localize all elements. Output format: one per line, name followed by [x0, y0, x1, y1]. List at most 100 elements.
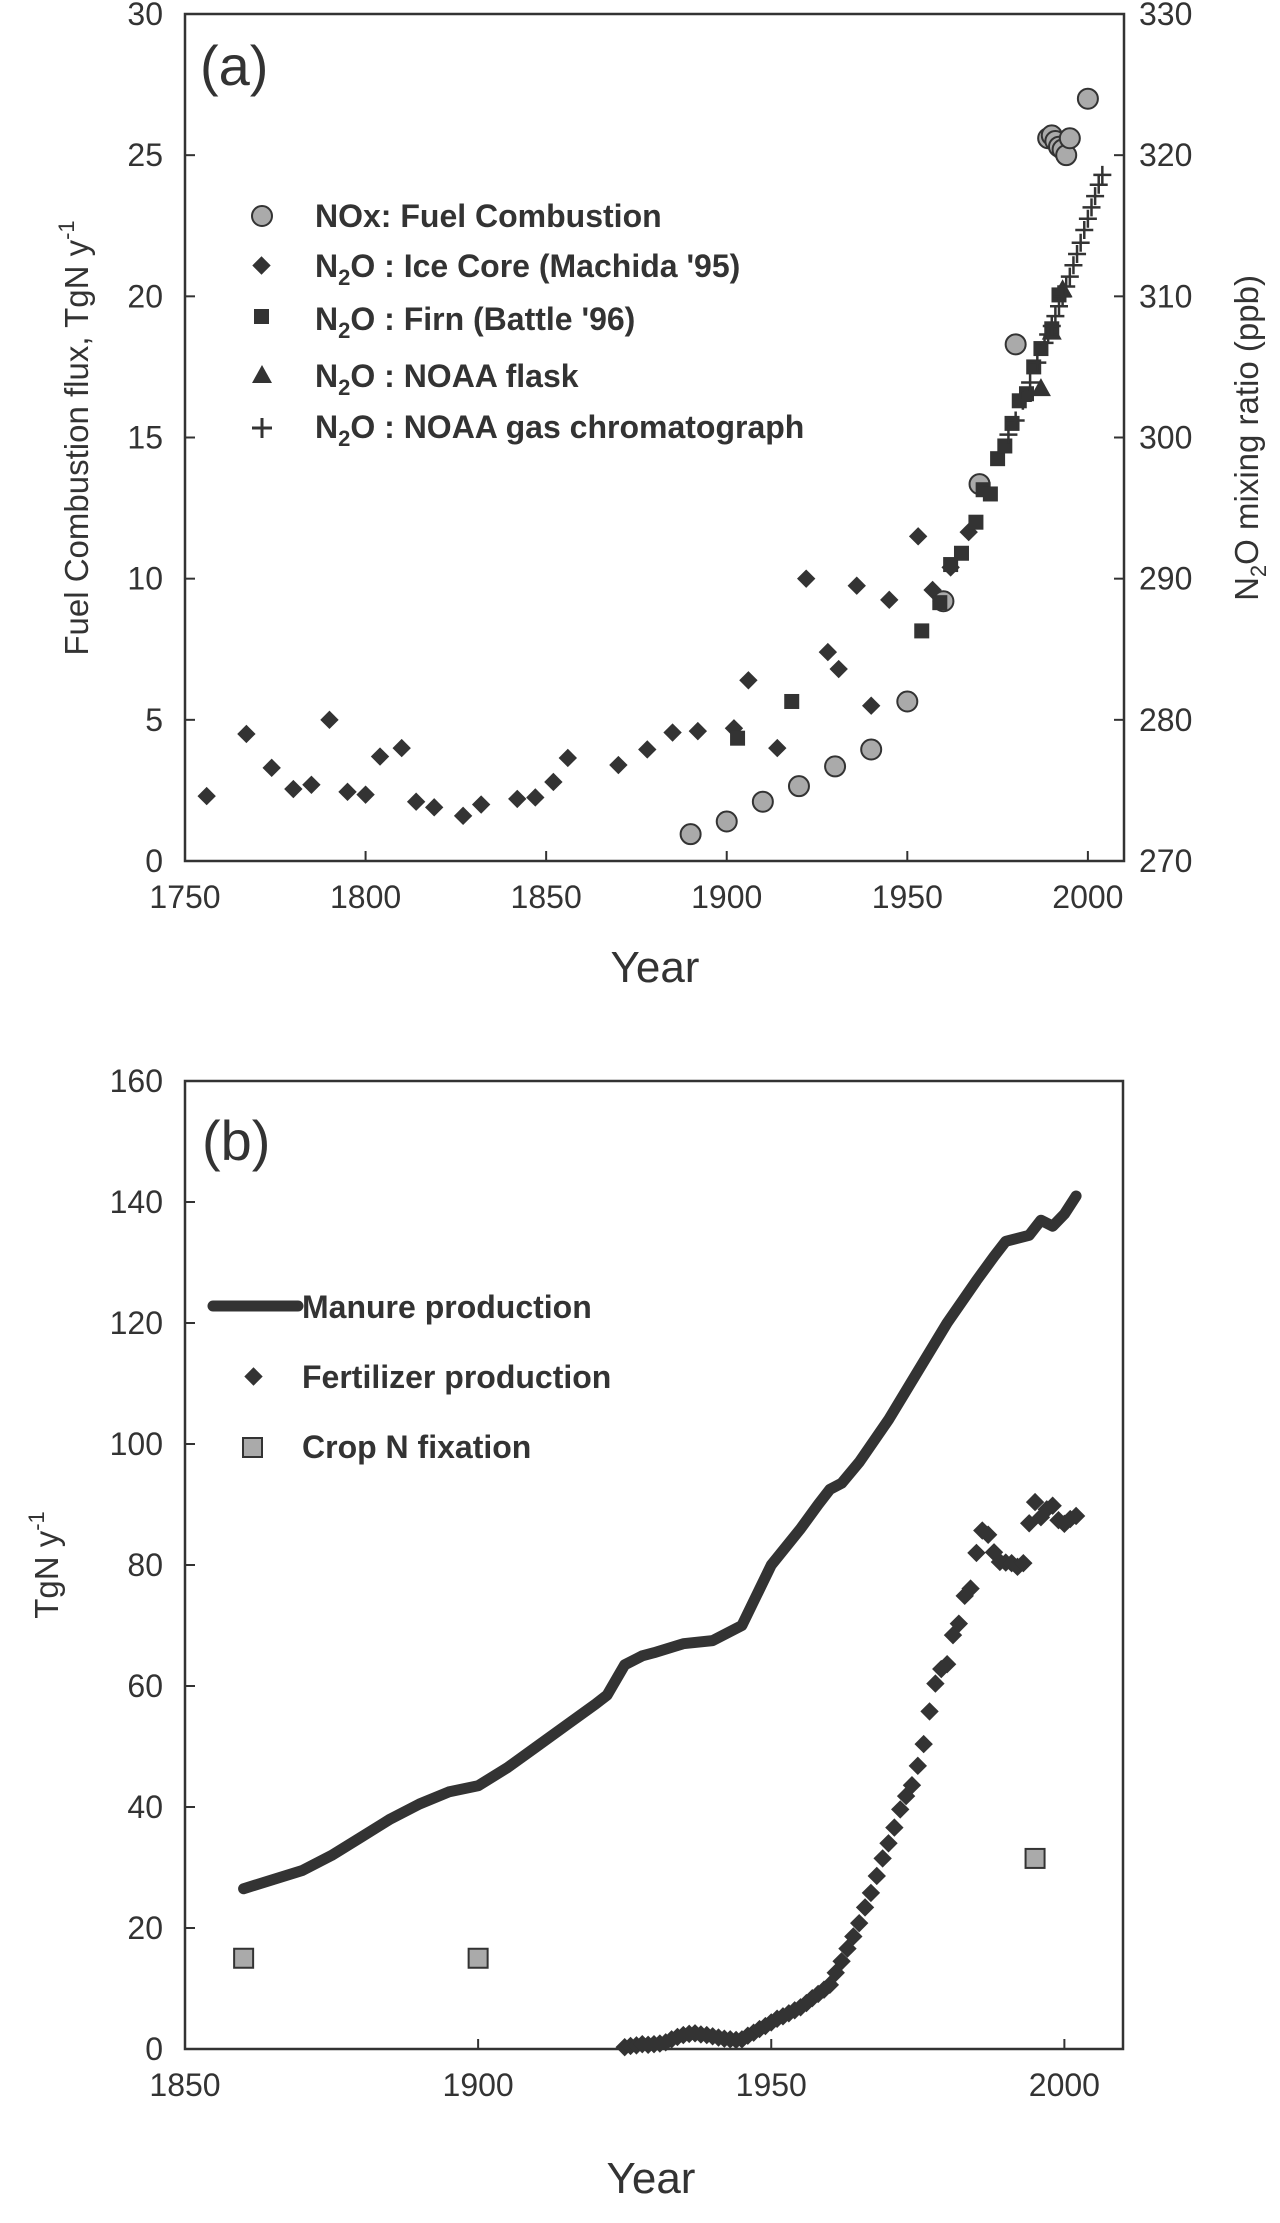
data-point-plus	[1042, 316, 1061, 335]
data-point-circle	[715, 810, 738, 833]
data-point-square	[467, 1947, 489, 1969]
data-point-plus	[1046, 307, 1065, 326]
data-point-square	[997, 438, 1013, 454]
data-point-diamond	[406, 792, 426, 811]
y2-tick-label: 330	[1139, 0, 1192, 32]
y2-tick-label: 290	[1139, 561, 1192, 597]
legend-circle-marker	[251, 205, 273, 227]
data-point-square	[1018, 386, 1034, 402]
legend-label: N2O : NOAA gas chromatograph	[315, 409, 804, 451]
data-point-plus	[1049, 297, 1068, 316]
data-point-plus	[1071, 233, 1090, 252]
data-point-diamond	[844, 1927, 863, 1946]
x-tick-label: 1950	[736, 2067, 807, 2103]
data-point-diamond	[320, 710, 339, 730]
legend-square-marker	[242, 1437, 263, 1458]
y-tick-label: 160	[110, 1063, 163, 1099]
panel-b-label: (b)	[202, 1109, 270, 1172]
x-tick-label: 1850	[511, 879, 582, 915]
y2-tick-label: 310	[1139, 278, 1192, 314]
data-point-diamond	[908, 1756, 928, 1776]
data-point-diamond	[829, 659, 848, 679]
series-line-manure	[238, 1190, 1082, 1895]
data-point-plus	[1021, 373, 1040, 392]
panel-a-axes: 1750 1800 1850 1900 1950 2000 0 5 10 15 20 25 30 270 2…	[127, 0, 1192, 915]
data-point-diamond	[926, 1674, 945, 1693]
panel-b-legend: Manure production Fertilizer production …	[207, 1289, 611, 1465]
data-point-diamond	[923, 580, 942, 600]
data-point-circle	[896, 690, 919, 713]
data-point-triangle	[1030, 378, 1051, 397]
data-point-diamond	[1014, 1553, 1033, 1573]
panel-b-y-axis-title: TgN y-1	[24, 1511, 65, 1619]
y2-tick-label: 280	[1139, 702, 1192, 738]
data-point-diamond	[847, 576, 866, 595]
data-point-diamond	[1043, 1496, 1062, 1515]
data-point-diamond	[961, 1579, 980, 1598]
data-point-diamond	[302, 775, 321, 794]
y-tick-label: 60	[127, 1668, 163, 1704]
data-point-square	[1024, 1847, 1046, 1869]
data-point-diamond	[967, 1543, 986, 1563]
x-tick-label: 1950	[872, 879, 943, 915]
data-point-diamond	[237, 724, 256, 744]
data-point-circle	[1076, 87, 1099, 110]
data-point-square	[968, 514, 984, 530]
panel-a-legend: NOx: Fuel Combustion N2O : Ice Core (Mac…	[251, 198, 804, 451]
legend-label: Manure production	[302, 1289, 592, 1325]
data-point-diamond	[920, 1702, 939, 1721]
data-point-diamond	[891, 1800, 910, 1819]
data-point-diamond	[867, 1866, 886, 1886]
y-tick-label: 10	[127, 561, 163, 597]
data-point-diamond	[471, 795, 491, 814]
data-point-circle	[824, 755, 847, 778]
data-point-diamond	[544, 772, 563, 792]
data-point-diamond	[425, 798, 444, 817]
legend-plus-marker	[252, 418, 272, 438]
data-point-diamond	[508, 789, 527, 809]
data-point-plus	[1086, 187, 1105, 206]
data-point-circle	[787, 775, 810, 798]
legend-diamond-marker	[244, 1367, 263, 1386]
x-tick-label: 1900	[443, 2067, 514, 2103]
x-tick-label: 1800	[330, 879, 401, 915]
panel-a-chart: 1750 1800 1850 1900 1950 2000 0 5 10 15 20 25 30 270 2…	[54, 0, 1271, 992]
data-point-diamond	[392, 738, 411, 758]
data-point-diamond	[262, 758, 281, 778]
y-tick-label: 30	[127, 0, 163, 32]
legend-label: Crop N fixation	[302, 1429, 531, 1465]
panel-a-y-axis-title: Fuel Combustion flux, TgN y-1	[54, 220, 95, 655]
data-point-diamond	[861, 1883, 881, 1903]
data-point-square	[1004, 415, 1020, 431]
y-tick-label: 25	[127, 137, 163, 173]
y-tick-label: 40	[127, 1789, 163, 1825]
y-tick-label: 0	[145, 2031, 163, 2067]
data-point-plus	[1060, 267, 1079, 286]
data-point-diamond	[338, 782, 357, 802]
legend-label: N2O : NOAA flask	[315, 358, 579, 400]
legend-label: NOx: Fuel Combustion	[315, 198, 662, 234]
data-point-diamond	[949, 1614, 969, 1633]
y-tick-label: 0	[145, 843, 163, 879]
legend-label: N2O : Ice Core (Machida '95)	[315, 248, 740, 290]
data-point-plus	[1028, 353, 1047, 372]
data-point-diamond	[1025, 1492, 1045, 1512]
data-point-diamond	[880, 590, 899, 610]
legend-diamond-marker	[252, 256, 271, 275]
legend-square-marker	[254, 309, 269, 324]
y-tick-label: 15	[127, 420, 163, 456]
y-tick-label: 140	[110, 1184, 163, 1220]
data-point-diamond	[356, 785, 375, 804]
data-point-diamond	[879, 1834, 898, 1853]
data-point-circle	[1058, 127, 1081, 150]
data-point-square	[914, 623, 930, 639]
data-point-circle	[860, 738, 883, 761]
data-point-plus	[1053, 287, 1072, 306]
data-point-plus	[1006, 411, 1025, 430]
x-tick-label: 1900	[691, 879, 762, 915]
data-point-diamond	[197, 786, 216, 806]
y-tick-label: 80	[127, 1547, 163, 1583]
data-point-diamond	[1066, 1506, 1086, 1526]
data-point-diamond	[855, 1898, 875, 1917]
